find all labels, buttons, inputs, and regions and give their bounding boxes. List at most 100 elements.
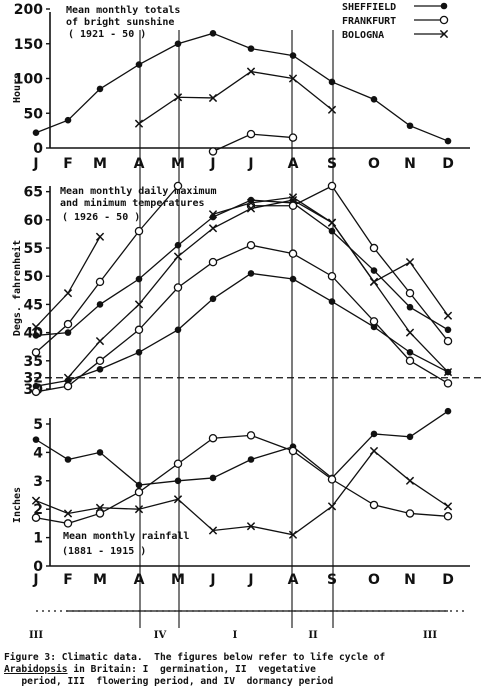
panel-1-y-tick-label-4: 150 — [14, 37, 43, 53]
rainfall-series-3-point-4 — [134, 505, 144, 514]
panel-2-y-axis-label: Degs. fahrenheit — [11, 240, 23, 336]
temperature-series-5-point-12 — [443, 367, 453, 377]
temperature-series-3-point-3 — [95, 277, 105, 287]
sunshine-cross-series-point-7 — [246, 67, 256, 76]
temperature-series-6-point-4 — [134, 300, 144, 309]
chart-series-layer — [35, 5, 449, 536]
legend-label-1: SHEFFIELD — [342, 2, 396, 13]
sunshine-cross-series-point-5 — [173, 93, 183, 102]
rainfall-series-2-point-8 — [288, 446, 298, 456]
panel-2-y-tick-label-9: 65 — [24, 185, 43, 201]
rainfall-series-2-line-0 — [35, 434, 449, 525]
rainfall-series-2-point-2 — [63, 519, 73, 528]
temperature-series-2-point-3 — [96, 365, 104, 373]
temperature-series-4-point-8 — [288, 249, 298, 258]
panel-3-annotation-2: (1881 - 1915 ) — [62, 546, 146, 557]
temperature-series-5-point-8 — [288, 193, 298, 202]
temperature-series-3-point-11 — [405, 288, 415, 298]
panel-1-month-label-6: J — [209, 156, 215, 172]
temperature-series-2-point-9 — [328, 298, 336, 305]
panel-3-y-tick-label-1: 0 — [33, 559, 43, 575]
panel-1-y-axis-label: Hours — [12, 73, 23, 103]
panel-3-month-label-9: S — [327, 572, 337, 588]
temperature-series-3-point-12 — [443, 336, 453, 346]
temperature-series-4-point-10 — [369, 317, 379, 326]
rainfall-series-3-line-0 — [35, 450, 449, 536]
panel-3-y-tick-label-6: 5 — [33, 417, 43, 433]
panel-3-y-tick-label-2: 1 — [33, 531, 43, 547]
rainfall-series-2-point-3 — [95, 509, 105, 518]
panel-1-month-label-7: J — [247, 156, 253, 172]
temperature-series-4-point-7 — [246, 240, 256, 250]
sunshine-filled-series-point-4 — [135, 61, 143, 68]
temperature-series-4-point-4 — [134, 325, 144, 335]
temperature-series-5-point-1 — [31, 322, 41, 332]
sunshine-cross-series-point-4 — [134, 119, 144, 128]
temperature-series-2-point-7 — [247, 270, 255, 277]
figure-caption: Figure 3: Climatic data. The figures bel… — [4, 652, 486, 688]
rainfall-series-1-point-6 — [209, 474, 217, 482]
sunshine-cross-series-point-8 — [288, 74, 298, 83]
temperature-series-6-point-5 — [173, 252, 183, 261]
panel-1-month-label-1: J — [32, 156, 38, 172]
panel-3-month-label-2: F — [63, 572, 73, 588]
panel-1-month-label-2: F — [63, 156, 73, 172]
temperature-series-3-point-10 — [369, 243, 379, 253]
panel-3-annotation-1: Mean monthly rainfall — [63, 530, 189, 542]
temperature-series-5-point-2 — [63, 289, 73, 298]
temperature-series-6-point-11 — [405, 257, 415, 267]
caption-line-1: Figure 3: Climatic data. The figures bel… — [4, 652, 386, 663]
rainfall-series-1-point-4 — [135, 481, 143, 489]
panel-1-month-label-8: A — [288, 156, 299, 172]
temperature-series-4-point-11 — [405, 356, 415, 366]
rainfall-series-1-point-10 — [370, 430, 378, 438]
panel-1-annotation-3: ( 1921 - 50 ) — [68, 29, 146, 40]
temperature-series-3-line-0 — [35, 185, 179, 353]
panel-1-month-label-3: M — [93, 156, 107, 172]
panel-3-y-tick-label-5: 4 — [33, 445, 43, 461]
panel-1-y-tick-label-2: 50 — [24, 106, 44, 122]
panel-2-annotation-1: Mean monthly daily maximum — [60, 185, 217, 197]
rainfall-series-2-point-12 — [443, 512, 453, 521]
rainfall-series-2-point-1 — [31, 513, 41, 522]
panel-2-annotation-2: and minimum temperatures — [60, 197, 205, 209]
rainfall-series-2-point-5 — [173, 459, 183, 469]
panel-3-month-label-8: A — [288, 572, 299, 588]
rainfall-series-3-point-8 — [288, 530, 298, 539]
rainfall-series-3-point-12 — [443, 502, 453, 511]
temperature-series-2-point-4 — [135, 349, 143, 356]
panel-3-month-label-12: D — [442, 572, 454, 588]
rainfall-series-1-line-0 — [35, 410, 449, 486]
rainfall-series-1-point-7 — [247, 456, 255, 463]
temperature-series-4-line-0 — [35, 244, 449, 393]
panel-2-y-tick-label-6: 50 — [24, 269, 44, 285]
panel-1-annotation-1: Mean monthly totals — [66, 5, 180, 16]
sunshine-filled-series-point-5 — [174, 40, 182, 48]
rainfall-series-1-point-11 — [406, 433, 414, 441]
temperature-series-4-point-1 — [31, 387, 41, 397]
rainfall-series-2-point-11 — [405, 509, 415, 518]
temperature-series-1-point-11 — [406, 303, 414, 311]
rainfall-series-3-point-11 — [405, 476, 415, 485]
panel-3-month-label-6: J — [209, 572, 215, 588]
caption-line-2: in Britain: I germination, II vegetative — [67, 664, 316, 675]
panel-1-month-label-12: D — [442, 156, 454, 172]
rainfall-series-3-point-9 — [327, 502, 337, 511]
temperature-series-2-point-11 — [406, 349, 414, 356]
temperature-series-4-point-9 — [327, 271, 337, 281]
sunshine-filled-series-point-6 — [209, 30, 217, 37]
sunshine-filled-series-point-12 — [444, 137, 452, 145]
life-cycle-label-5: III — [423, 630, 437, 641]
rainfall-series-3-point-5 — [173, 495, 183, 504]
temperature-series-1-point-10 — [370, 267, 378, 274]
temperature-series-6-point-10 — [369, 277, 379, 286]
temperature-series-3-point-4 — [134, 226, 144, 236]
legend-marker-2 — [439, 15, 449, 25]
rainfall-series-3-point-10 — [369, 446, 379, 456]
temperature-series-6-point-6 — [208, 224, 218, 233]
rainfall-series-3-point-2 — [63, 509, 73, 518]
sunshine-open-series-point-6 — [208, 147, 218, 156]
panel-3-y-axis-label: Inches — [12, 487, 23, 523]
